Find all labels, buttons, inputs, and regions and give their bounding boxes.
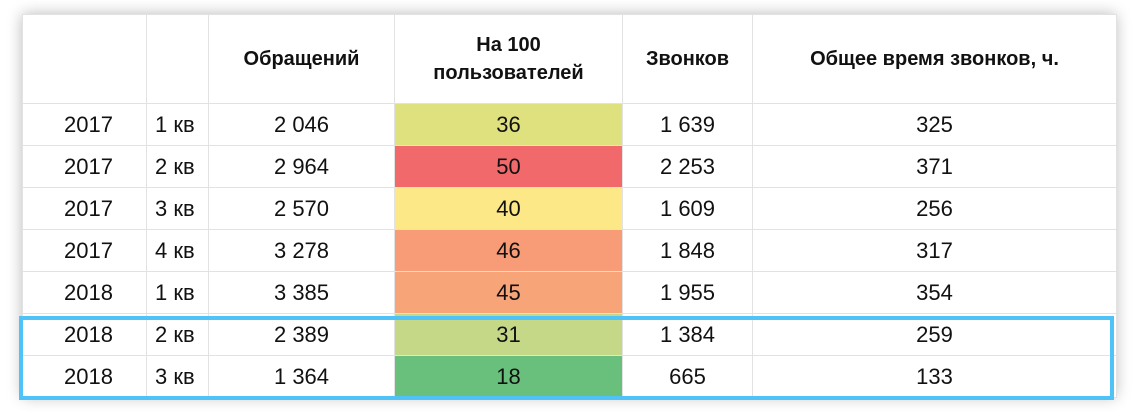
cell-total-call-time[interactable]: 354	[753, 272, 1117, 314]
header-row: Обращений На 100 пользователей Звонков О…	[23, 15, 1117, 104]
statistics-table: Обращений На 100 пользователей Звонков О…	[22, 14, 1117, 398]
cell-calls[interactable]: 1 639	[623, 104, 753, 146]
table-row: 2017 2 кв 2 964 50 2 253 371	[23, 146, 1117, 188]
cell-requests[interactable]: 3 278	[209, 230, 395, 272]
cell-quarter[interactable]: 3 кв	[147, 356, 209, 398]
cell-quarter[interactable]: 2 кв	[147, 146, 209, 188]
cell-year[interactable]: 2018	[23, 314, 147, 356]
cell-calls[interactable]: 1 848	[623, 230, 753, 272]
cell-requests[interactable]: 2 046	[209, 104, 395, 146]
cell-requests[interactable]: 2 389	[209, 314, 395, 356]
header-year[interactable]	[23, 15, 147, 104]
cell-calls[interactable]: 1 955	[623, 272, 753, 314]
header-requests[interactable]: Обращений	[209, 15, 395, 104]
cell-per-100-users[interactable]: 18	[395, 356, 623, 398]
cell-quarter[interactable]: 2 кв	[147, 314, 209, 356]
header-calls[interactable]: Звонков	[623, 15, 753, 104]
cell-total-call-time[interactable]: 317	[753, 230, 1117, 272]
cell-calls[interactable]: 2 253	[623, 146, 753, 188]
spreadsheet-table-panel: Обращений На 100 пользователей Звонков О…	[22, 14, 1116, 397]
cell-requests[interactable]: 2 964	[209, 146, 395, 188]
cell-calls[interactable]: 665	[623, 356, 753, 398]
cell-total-call-time[interactable]: 259	[753, 314, 1117, 356]
cell-requests[interactable]: 1 364	[209, 356, 395, 398]
cell-per-100-users[interactable]: 45	[395, 272, 623, 314]
table-row: 2018 3 кв 1 364 18 665 133	[23, 356, 1117, 398]
cell-year[interactable]: 2018	[23, 272, 147, 314]
cell-quarter[interactable]: 3 кв	[147, 188, 209, 230]
cell-quarter[interactable]: 1 кв	[147, 272, 209, 314]
cell-calls[interactable]: 1 609	[623, 188, 753, 230]
header-total-call-time[interactable]: Общее время звонков, ч.	[753, 15, 1117, 104]
cell-year[interactable]: 2017	[23, 230, 147, 272]
table-row: 2017 4 кв 3 278 46 1 848 317	[23, 230, 1117, 272]
cell-total-call-time[interactable]: 325	[753, 104, 1117, 146]
cell-per-100-users[interactable]: 40	[395, 188, 623, 230]
cell-year[interactable]: 2017	[23, 188, 147, 230]
cell-total-call-time[interactable]: 133	[753, 356, 1117, 398]
cell-per-100-users[interactable]: 36	[395, 104, 623, 146]
cell-requests[interactable]: 3 385	[209, 272, 395, 314]
table-row: 2017 1 кв 2 046 36 1 639 325	[23, 104, 1117, 146]
cell-quarter[interactable]: 4 кв	[147, 230, 209, 272]
cell-year[interactable]: 2018	[23, 356, 147, 398]
cell-per-100-users[interactable]: 46	[395, 230, 623, 272]
table-row: 2018 2 кв 2 389 31 1 384 259	[23, 314, 1117, 356]
cell-calls[interactable]: 1 384	[623, 314, 753, 356]
cell-total-call-time[interactable]: 371	[753, 146, 1117, 188]
cell-per-100-users[interactable]: 31	[395, 314, 623, 356]
cell-quarter[interactable]: 1 кв	[147, 104, 209, 146]
cell-per-100-users[interactable]: 50	[395, 146, 623, 188]
table-row: 2017 3 кв 2 570 40 1 609 256	[23, 188, 1117, 230]
cell-requests[interactable]: 2 570	[209, 188, 395, 230]
cell-year[interactable]: 2017	[23, 146, 147, 188]
cell-total-call-time[interactable]: 256	[753, 188, 1117, 230]
table-row: 2018 1 кв 3 385 45 1 955 354	[23, 272, 1117, 314]
cell-year[interactable]: 2017	[23, 104, 147, 146]
header-quarter[interactable]	[147, 15, 209, 104]
header-per-100-users[interactable]: На 100 пользователей	[395, 15, 623, 104]
